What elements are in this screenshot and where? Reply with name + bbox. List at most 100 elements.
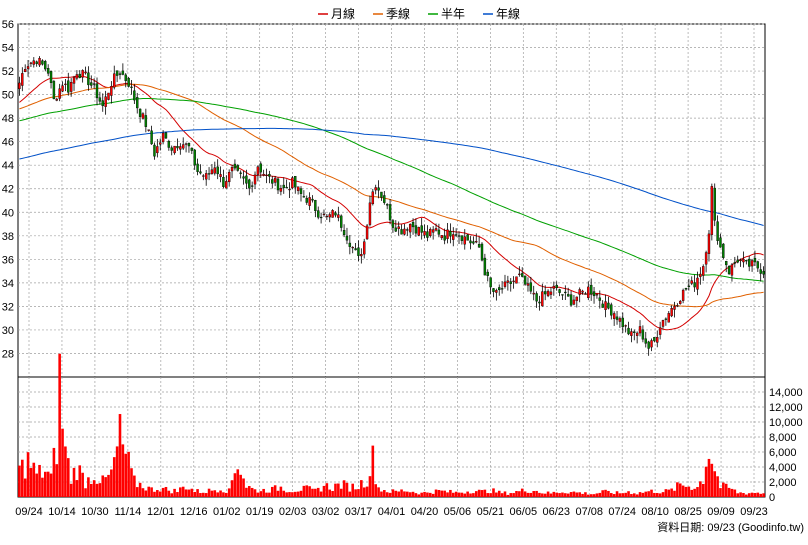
volume-bar bbox=[75, 480, 79, 497]
volume-bar bbox=[549, 493, 553, 497]
candle bbox=[725, 260, 728, 273]
candle bbox=[486, 269, 489, 282]
volume-bar bbox=[276, 490, 280, 497]
volume-bar bbox=[193, 491, 196, 497]
candle bbox=[242, 170, 245, 185]
volume-bar bbox=[518, 491, 521, 497]
volume-bar bbox=[492, 488, 495, 497]
volume-bar bbox=[58, 353, 61, 497]
volume-bar bbox=[644, 491, 648, 497]
candle bbox=[385, 203, 389, 210]
volume-bar bbox=[98, 483, 102, 497]
candle bbox=[153, 142, 156, 160]
volume-bar bbox=[411, 491, 415, 497]
candle bbox=[52, 79, 56, 100]
volume-bar bbox=[302, 485, 306, 497]
volume-bar bbox=[480, 490, 484, 497]
candle bbox=[598, 290, 602, 309]
volume-bar bbox=[273, 485, 277, 497]
candle bbox=[713, 183, 716, 227]
x-tick-label: 07/24 bbox=[608, 506, 636, 518]
candle bbox=[604, 294, 607, 318]
candle bbox=[365, 223, 369, 240]
volume-bar bbox=[690, 489, 694, 497]
x-tick-label: 05/21 bbox=[477, 506, 505, 518]
candle bbox=[521, 267, 524, 278]
volume-bar bbox=[293, 491, 297, 497]
volume-bar bbox=[420, 492, 423, 497]
x-tick-label: 03/02 bbox=[312, 506, 340, 518]
candle bbox=[555, 281, 558, 291]
volume-bar bbox=[615, 491, 619, 497]
candle bbox=[98, 91, 102, 105]
volume-bar bbox=[460, 492, 464, 497]
volume-bar bbox=[658, 493, 662, 497]
candle bbox=[414, 218, 418, 237]
candle bbox=[164, 131, 168, 140]
volume-bar bbox=[150, 487, 153, 497]
candle bbox=[110, 81, 113, 104]
volume-tick-label: 6,000 bbox=[769, 447, 797, 459]
volume-bar bbox=[724, 483, 728, 497]
candle bbox=[641, 325, 645, 343]
x-tick-label: 09/09 bbox=[707, 506, 735, 518]
price-tick-label: 48 bbox=[2, 113, 14, 125]
volume-bar bbox=[696, 487, 699, 497]
volume-bar bbox=[466, 491, 469, 497]
candle bbox=[653, 337, 656, 343]
candle bbox=[532, 285, 535, 301]
volume-bar bbox=[414, 493, 418, 497]
volume-bar bbox=[403, 491, 406, 497]
candle bbox=[305, 195, 308, 205]
candle bbox=[426, 225, 429, 242]
candle bbox=[377, 180, 380, 199]
candle bbox=[679, 299, 682, 305]
volume-bar bbox=[118, 414, 122, 497]
volume-bar bbox=[684, 486, 688, 497]
price-tick-label: 40 bbox=[2, 207, 14, 219]
candle bbox=[337, 206, 340, 222]
candle bbox=[610, 302, 613, 320]
candle bbox=[742, 251, 745, 268]
candle bbox=[518, 266, 521, 277]
volume-bar bbox=[245, 487, 248, 497]
volume-bar bbox=[578, 492, 581, 497]
volume-bar bbox=[431, 493, 435, 497]
volume-bar bbox=[130, 468, 133, 497]
candle bbox=[75, 70, 79, 81]
volume-bar bbox=[121, 444, 125, 497]
volume-bar bbox=[701, 483, 705, 497]
volume-bar bbox=[584, 492, 587, 497]
candle bbox=[656, 330, 659, 348]
x-tick-label: 03/17 bbox=[345, 506, 373, 518]
volume-bar bbox=[750, 492, 754, 497]
candle bbox=[294, 175, 297, 194]
volume-bar bbox=[564, 493, 567, 497]
candle bbox=[340, 214, 343, 232]
volume-bar bbox=[400, 489, 403, 497]
candle bbox=[233, 159, 237, 171]
candle bbox=[268, 170, 271, 184]
price-tick-label: 50 bbox=[2, 90, 14, 102]
volume-bar bbox=[661, 492, 665, 497]
volume-bar bbox=[486, 493, 490, 497]
volume-bar bbox=[371, 445, 375, 497]
candle bbox=[544, 285, 547, 301]
volume-bar bbox=[719, 488, 722, 497]
volume-bar bbox=[730, 488, 734, 497]
volume-tick-label: 10,000 bbox=[769, 417, 803, 429]
candle bbox=[690, 276, 693, 286]
volume-bar bbox=[196, 489, 199, 497]
candle bbox=[469, 236, 472, 250]
candle bbox=[334, 211, 337, 218]
candle bbox=[566, 287, 570, 297]
candle bbox=[95, 77, 99, 106]
candle bbox=[498, 284, 501, 296]
volume-bar bbox=[227, 488, 231, 497]
candle bbox=[423, 224, 426, 239]
volume-bar bbox=[365, 486, 369, 497]
price-tick-label: 44 bbox=[2, 160, 14, 172]
candle bbox=[627, 321, 630, 336]
candle bbox=[630, 328, 633, 343]
